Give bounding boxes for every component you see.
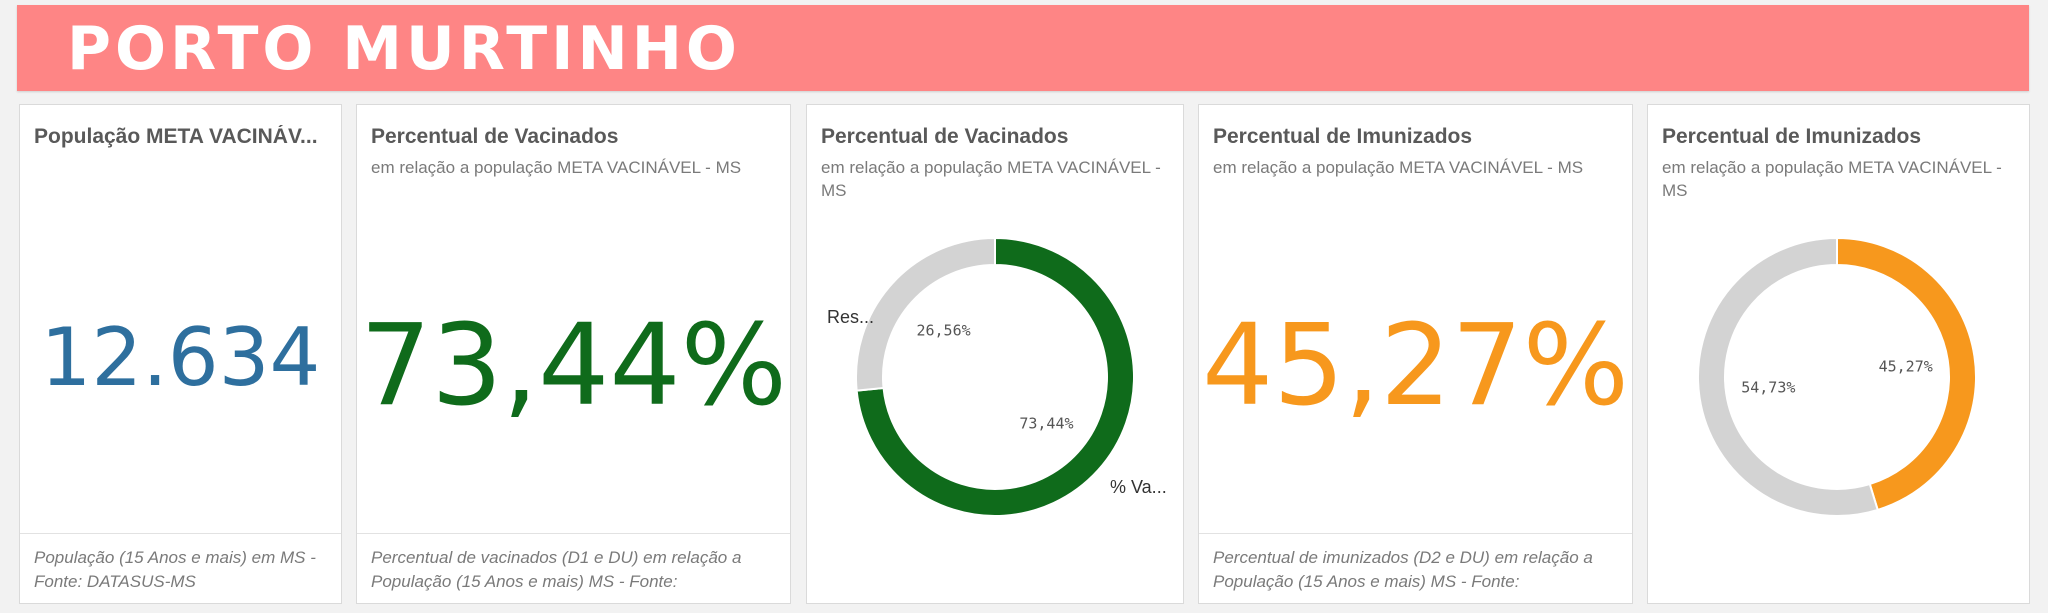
vaccinated-donut-panel[interactable]: Percentual de Vacinados em relação a pop… xyxy=(806,104,1184,604)
slice-value-label: 45,27% xyxy=(1879,358,1933,376)
slice-value-label: 73,44% xyxy=(1019,415,1073,433)
panel-footnote: População (15 Anos e mais) em MS - Fonte… xyxy=(20,533,341,603)
vaccinated-donut-chart[interactable]: 73,44% 26,56% Res... % Va... xyxy=(807,235,1185,565)
page-title: PORTO MURTINHO xyxy=(67,14,741,84)
slice-value-label: 26,56% xyxy=(916,321,970,339)
donut-slice[interactable] xyxy=(855,236,1135,517)
title-banner: PORTO MURTINHO xyxy=(17,5,2029,91)
immunized-kpi-panel[interactable]: Percentual de Imunizados em relação a po… xyxy=(1198,104,1633,604)
panel-title: População META VACINÁV... xyxy=(34,125,318,148)
panel-title: Percentual de Imunizados xyxy=(1662,125,1922,148)
panel-title: Percentual de Vacinados xyxy=(821,125,1069,148)
immunized-donut-chart[interactable]: 45,27% 54,73% xyxy=(1648,235,2031,565)
panel-subtitle: em relação a população META VACINÁVEL - … xyxy=(821,158,1161,200)
panel-footnote: Percentual de vacinados (D1 e DU) em rel… xyxy=(357,533,790,603)
panel-subtitle: em relação a população META VACINÁVEL - … xyxy=(1213,158,1584,177)
panel-title: Percentual de Vacinados xyxy=(371,125,619,148)
vaccinated-kpi-panel[interactable]: Percentual de Vacinados em relação a pop… xyxy=(356,104,791,604)
legend-label-remaining: Res... xyxy=(827,307,874,327)
immunized-donut-panel[interactable]: Percentual de Imunizados em relação a po… xyxy=(1647,104,2030,604)
panel-footnote: Percentual de imunizados (D2 e DU) em re… xyxy=(1199,533,1632,603)
kpi-value: 12.634 xyxy=(40,311,321,404)
slice-value-label: 54,73% xyxy=(1741,378,1795,396)
kpi-value: 73,44% xyxy=(359,301,788,431)
donut-slice[interactable] xyxy=(1697,236,1879,517)
legend-label-vaccinated: % Va... xyxy=(1110,477,1167,497)
panel-subtitle: em relação a população META VACINÁVEL - … xyxy=(371,158,742,177)
population-kpi-panel[interactable]: População META VACINÁV... 12.634 Populaç… xyxy=(19,104,342,604)
kpi-value: 45,27% xyxy=(1201,301,1630,431)
donut-slice[interactable] xyxy=(855,236,996,392)
panel-subtitle: em relação a população META VACINÁVEL - … xyxy=(1662,158,2002,200)
panel-title: Percentual de Imunizados xyxy=(1213,125,1473,148)
